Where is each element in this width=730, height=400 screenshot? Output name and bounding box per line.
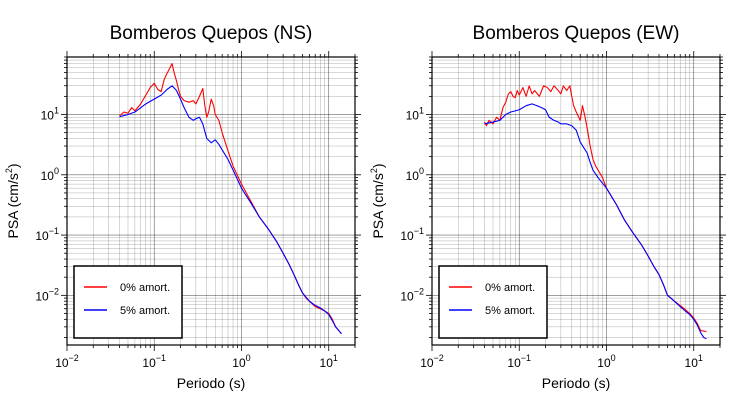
chart-title: Bomberos Quepos (NS): [110, 23, 313, 44]
x-tick-label: 100: [597, 353, 615, 370]
chart-panel-ns: 10−2 10−1 100 101 10−2 10−1 100 101 Bomberos Que…: [4, 23, 361, 391]
x-tick-label: 100: [232, 353, 250, 370]
y-axis-label: PSA (cm/s2): [4, 163, 21, 238]
y-tick-label: 100: [406, 166, 424, 183]
legend-label: 0% amort.: [485, 282, 535, 294]
legend: 0% amort. 5% amort.: [438, 265, 548, 339]
y-tick-label: 10−2: [35, 286, 59, 303]
x-tick-label: 10−2: [55, 353, 79, 370]
x-tick-label: 10−1: [507, 353, 531, 370]
y-tick-label: 101: [406, 106, 424, 123]
x-axis-label: Periodo (s): [542, 375, 610, 391]
series-line-amort-5: [119, 85, 342, 335]
x-tick-label: 10−2: [420, 353, 444, 370]
series-line-amort-5: [484, 103, 707, 340]
chart-panel-ew: 10−2 10−1 100 101 10−2 10−1 100 101 Bomberos Que…: [369, 23, 726, 391]
legend-label: 5% amort.: [120, 305, 170, 317]
plot-frame: [66, 56, 356, 346]
y-tick-label: 101: [41, 106, 59, 123]
legend-box: [73, 265, 183, 339]
x-axis-label: Periodo (s): [177, 375, 245, 391]
x-tick-label: 10−1: [142, 353, 166, 370]
y-axis-label: PSA (cm/s2): [369, 163, 386, 238]
y-tick-label: 10−2: [400, 286, 424, 303]
tick-marks: [426, 51, 726, 351]
chart-title: Bomberos Quepos (EW): [473, 23, 680, 44]
legend-label: 0% amort.: [120, 282, 170, 294]
x-tick-label: 101: [685, 353, 703, 370]
tick-marks: [61, 51, 361, 351]
x-tick-label: 101: [320, 353, 338, 370]
legend-label: 5% amort.: [485, 305, 535, 317]
plot-frame: [431, 56, 721, 346]
y-tick-label: 10−1: [400, 226, 424, 243]
y-tick-label: 10−1: [35, 226, 59, 243]
legend: 0% amort. 5% amort.: [73, 265, 183, 339]
legend-box: [438, 265, 548, 339]
y-tick-label: 100: [41, 166, 59, 183]
